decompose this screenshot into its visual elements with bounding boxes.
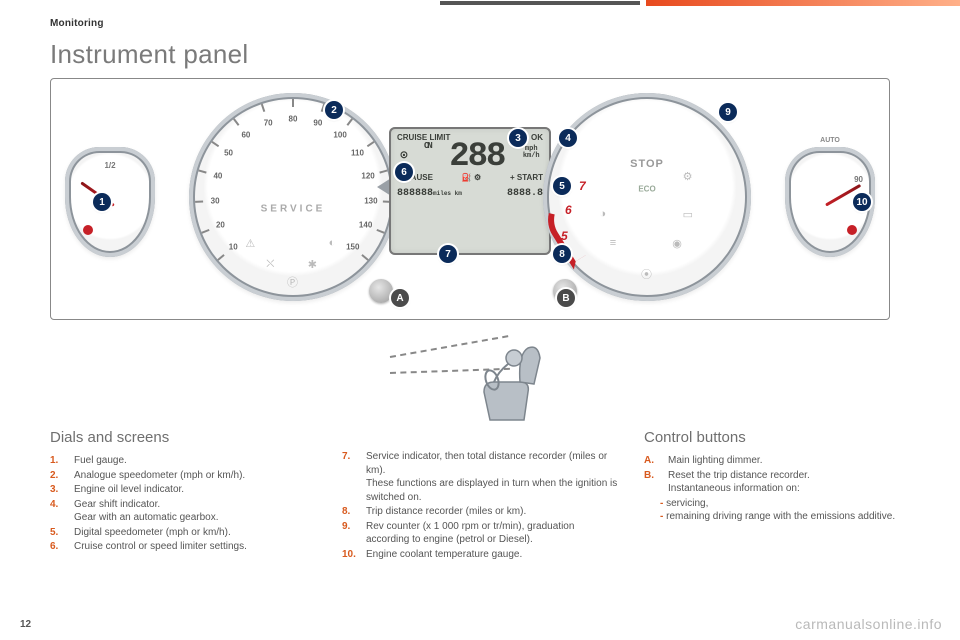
manual-page: Monitoring Instrument panel 1/2 10 20 30 40… xyxy=(0,0,960,640)
speedo-num: 110 xyxy=(351,149,364,158)
cluster: 1/2 102030405060708090100110120130140150… xyxy=(61,87,879,307)
speedo-num: 10 xyxy=(229,243,238,252)
headlamp-icon: ◑ xyxy=(599,208,611,220)
speedo-num: 30 xyxy=(211,196,220,205)
speedo-num: 120 xyxy=(361,171,374,180)
battery-icon: ▭ xyxy=(683,208,695,220)
page-number: 12 xyxy=(20,619,31,630)
watermark: carmanualsonline.info xyxy=(795,616,942,632)
list-item: 6.Cruise control or speed limiter settin… xyxy=(50,540,316,554)
callout-7: 7 xyxy=(439,245,457,263)
dimmer-knob[interactable] xyxy=(369,279,393,303)
list-item: 10.Engine coolant temperature gauge. xyxy=(342,548,618,562)
dials-heading: Dials and screens xyxy=(50,428,316,448)
top-rule xyxy=(440,0,960,6)
list-item: 7.Service indicator, then total distance… xyxy=(342,450,618,504)
speedo-num: 20 xyxy=(216,221,225,230)
speedo-num: 50 xyxy=(224,149,233,158)
stop-label: STOP xyxy=(630,158,664,170)
driver-line-of-sight-figure xyxy=(390,326,570,422)
list-item: 4.Gear shift indicator.Gear with an auto… xyxy=(50,498,316,525)
description-columns: Dials and screens 1.Fuel gauge.2.Analogu… xyxy=(50,428,910,562)
auto-label: AUTO xyxy=(820,137,840,144)
trip-value: 8888.8 xyxy=(507,188,543,199)
callout-9: 9 xyxy=(719,103,737,121)
speedo-num: 100 xyxy=(333,130,346,139)
seatbelt-icon: ⛌ xyxy=(266,258,278,270)
rule-grey xyxy=(440,1,640,5)
speedo-num: 140 xyxy=(359,221,372,230)
section-label: Monitoring xyxy=(50,18,910,29)
instrument-panel-figure: 1/2 102030405060708090100110120130140150… xyxy=(50,78,890,320)
on-label: ON xyxy=(424,141,431,151)
callout-3: 3 xyxy=(509,129,527,147)
list-item: 8.Trip distance recorder (miles or km). xyxy=(342,505,618,519)
dials-column-2: 7.Service indicator, then total distance… xyxy=(342,428,618,562)
service-label: SERVICE xyxy=(261,204,326,215)
callout-2: 2 xyxy=(325,101,343,119)
callout-5: 5 xyxy=(553,177,571,195)
speedo-num: 150 xyxy=(346,243,359,252)
warning-icon: ⚠ xyxy=(245,237,257,249)
tachometer: 5 6 7 STOP ECO ⚙ ◑ ▭ ≡ ◉ ⦿ xyxy=(543,93,751,301)
dials-column-1: Dials and screens 1.Fuel gauge.2.Analogu… xyxy=(50,428,316,562)
temp-high-dot xyxy=(847,225,857,235)
lcd-screen: CRUISE LIMIT OIL OK ⊙ ON 288 mphkm/h ❄ P… xyxy=(389,127,551,255)
list-item: A.Main lighting dimmer. xyxy=(644,454,910,468)
esp-icon: ◉ xyxy=(672,237,684,249)
cruise-icon: ⊙ xyxy=(400,149,405,163)
parking-icon: Ⓟ xyxy=(287,274,299,286)
tacho-6: 6 xyxy=(565,203,572,217)
tacho-7: 7 xyxy=(579,179,586,193)
list-item: 3.Engine oil level indicator. xyxy=(50,483,316,497)
callout-8: 8 xyxy=(553,245,571,263)
speedo-num: 80 xyxy=(289,115,298,124)
foglamp-icon: ≡ xyxy=(610,237,622,249)
list-item: remaining driving range with the emissio… xyxy=(660,510,910,524)
callout-1: 1 xyxy=(93,193,111,211)
speedo-num: 60 xyxy=(241,130,250,139)
tacho-5: 5 xyxy=(561,229,568,243)
list-item: 5.Digital speedometer (mph or km/h). xyxy=(50,526,316,540)
engine-icon: ⚙ xyxy=(683,170,695,182)
rule-orange xyxy=(646,0,960,6)
fuel-low-dot xyxy=(83,225,93,235)
controls-heading: Control buttons xyxy=(644,428,910,448)
callout-6: 6 xyxy=(395,163,413,181)
fuel-half-label: 1/2 xyxy=(104,161,115,170)
callout-A: A xyxy=(391,289,409,307)
tyre-icon: ⦿ xyxy=(641,266,653,278)
speedo-num: 90 xyxy=(313,119,322,128)
list-item: 9.Rev counter (x 1 000 rpm or tr/min), g… xyxy=(342,520,618,547)
odometer-value: 888888 xyxy=(397,188,433,199)
temp-90: 90 xyxy=(854,175,863,184)
airbag-icon: ✱ xyxy=(308,258,320,270)
abs-icon: ◐ xyxy=(329,237,341,249)
page-title: Instrument panel xyxy=(50,39,910,70)
callout-10: 10 xyxy=(853,193,871,211)
digital-speed-value: 288 xyxy=(449,138,504,176)
speedometer: 10 20 30 40 50 60 70 80 90 100 110 120 130 140 150 SER… xyxy=(189,93,397,301)
callout-B: B xyxy=(557,289,575,307)
list-item: 2.Analogue speedometer (mph or km/h). xyxy=(50,469,316,483)
list-item: 1.Fuel gauge. xyxy=(50,454,316,468)
start-label: + START xyxy=(510,173,543,182)
eco-label: ECO xyxy=(638,184,655,193)
speedo-num: 130 xyxy=(364,196,377,205)
list-item: B.Reset the trip distance recorder.Insta… xyxy=(644,469,910,496)
speedo-num: 40 xyxy=(213,171,222,180)
speedo-num: 70 xyxy=(264,119,273,128)
callout-4: 4 xyxy=(559,129,577,147)
list-item: servicing, xyxy=(660,497,910,511)
driver-seat-icon xyxy=(480,342,550,422)
controls-column: Control buttons A.Main lighting dimmer.B… xyxy=(644,428,910,562)
